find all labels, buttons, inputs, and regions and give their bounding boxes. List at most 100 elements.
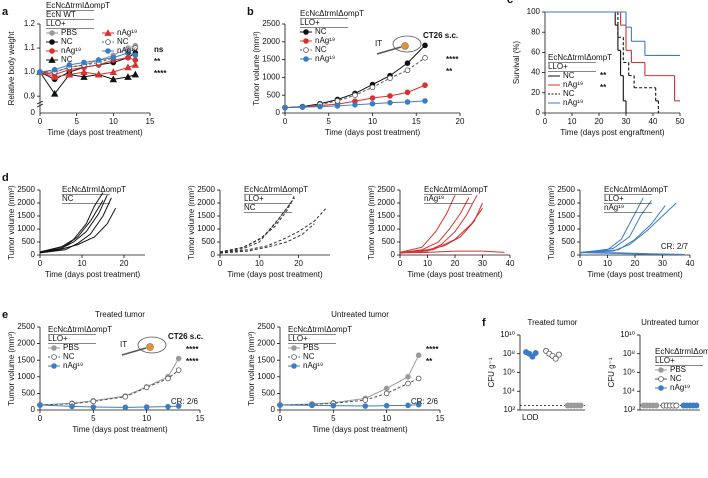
series-line xyxy=(399,207,483,254)
x-tick-label: 30 xyxy=(658,259,667,268)
legend-header: EcNcΔtrmIΔompT xyxy=(655,347,708,356)
y-tick-label: 60 xyxy=(531,48,540,57)
marker xyxy=(405,380,411,387)
y-tick-label: 0 xyxy=(571,250,576,259)
y-tick-label: 2000 xyxy=(557,198,575,207)
significance: ** xyxy=(154,57,161,66)
marker xyxy=(369,95,376,101)
marker xyxy=(299,104,306,111)
marker xyxy=(131,61,140,68)
significance: ** xyxy=(600,83,607,92)
y-tick-label: 10⁸ xyxy=(623,349,635,358)
legend-marker xyxy=(658,367,664,373)
x-tick-label: 10 xyxy=(142,414,151,423)
x-axis-label: Time (days post treatment) xyxy=(227,270,323,279)
legend-label: NC xyxy=(563,71,575,80)
marker xyxy=(81,59,87,66)
legend-marker xyxy=(658,376,664,382)
marker xyxy=(405,402,411,409)
marker xyxy=(37,402,43,408)
x-tick-label: 10 xyxy=(109,117,118,126)
legend-label: nAg¹⁹ xyxy=(563,80,583,89)
inset-label: IT xyxy=(120,340,127,349)
x-axis-label: Time (days post treatment) xyxy=(47,128,143,137)
y-tick-label: 0 xyxy=(211,250,216,259)
y-tick-label: 500 xyxy=(562,237,576,246)
series-line xyxy=(579,202,677,254)
marker xyxy=(422,55,428,61)
y-tick-label: 1000 xyxy=(377,224,395,233)
y-axis-label: Tumor volume (mm³) xyxy=(7,185,16,260)
marker xyxy=(334,98,341,104)
marker xyxy=(387,99,393,106)
marker xyxy=(110,54,117,61)
marker xyxy=(404,99,411,105)
legend-header: nAg¹⁹ xyxy=(424,194,444,203)
marker xyxy=(94,70,103,78)
marker xyxy=(282,104,288,111)
legend-header: EcNcΔtrmIΔompT xyxy=(548,53,612,62)
legend-marker xyxy=(303,29,309,35)
x-tick-label: 20 xyxy=(595,117,604,126)
y-tick-label: 2000 xyxy=(262,37,280,46)
y-tick-label: 40 xyxy=(531,68,540,77)
y-tick-label: 500 xyxy=(382,237,396,246)
marker xyxy=(422,82,428,89)
y-tick-label: 1500 xyxy=(262,55,280,64)
legend-label: PBS xyxy=(303,343,319,352)
y-tick-label: 1.2 xyxy=(24,19,36,28)
legend-marker xyxy=(291,363,297,369)
x-tick-label: 5 xyxy=(74,117,79,126)
y-tick-label: 20 xyxy=(531,88,540,97)
significance: **** xyxy=(186,345,199,354)
y-tick-label: 1500 xyxy=(557,211,575,220)
y-tick-label: 1.0 xyxy=(24,67,36,76)
marker xyxy=(109,68,118,76)
x-tick-label: 0 xyxy=(283,117,288,126)
legend-marker xyxy=(105,39,111,45)
legend-label: PBS xyxy=(63,343,79,352)
legend-header: LLO+ xyxy=(604,194,624,203)
y-axis-label: Tumor volume (mm³) xyxy=(547,185,556,260)
chart-title: Treated tumor xyxy=(95,310,145,319)
significance: **** xyxy=(446,55,459,64)
panel-label: d xyxy=(2,172,9,184)
legend-header: EcNcΔtrmIΔompT xyxy=(244,185,308,194)
x-tick-label: 0 xyxy=(38,259,43,268)
legend-marker xyxy=(48,56,56,63)
y-tick-label: 80 xyxy=(531,27,540,36)
x-tick-label: 0 xyxy=(578,259,583,268)
x-tick-label: 10 xyxy=(382,414,391,423)
lod-label: LOD xyxy=(522,413,539,422)
marker xyxy=(51,66,58,73)
x-tick-label: 0 xyxy=(398,259,403,268)
legend-marker xyxy=(658,385,664,391)
y-tick-label: 500 xyxy=(267,90,281,99)
significance: ns xyxy=(154,45,164,54)
marker xyxy=(404,60,411,66)
cr-note: CR: 2/6 xyxy=(171,397,199,406)
legend-label: NC xyxy=(63,352,75,361)
legend-header: EcNcΔtrmIΔompT xyxy=(300,9,364,18)
y-tick-label: 1.1 xyxy=(24,43,36,52)
marker xyxy=(122,404,129,411)
marker xyxy=(673,402,680,409)
series-line xyxy=(39,369,179,406)
legend-label: nAg¹⁹ xyxy=(303,361,323,370)
legend-header: LLO+ xyxy=(46,19,66,28)
axis-break xyxy=(36,100,44,105)
x-tick-label: 10 xyxy=(603,259,612,268)
y-tick-label: 0 xyxy=(31,405,36,414)
y-axis-label: Tumor volume (mm³) xyxy=(252,31,261,106)
legend-header: LLO+ xyxy=(244,194,264,203)
legend-marker xyxy=(303,38,309,44)
marker xyxy=(125,54,131,61)
panel-label: b xyxy=(247,6,254,18)
x-tick-label: 10 xyxy=(78,259,87,268)
marker xyxy=(90,398,97,405)
panel-label: f xyxy=(482,317,486,329)
x-tick-label: 15 xyxy=(146,117,155,126)
series-line xyxy=(219,223,315,254)
y-tick-label: 0 xyxy=(391,250,396,259)
